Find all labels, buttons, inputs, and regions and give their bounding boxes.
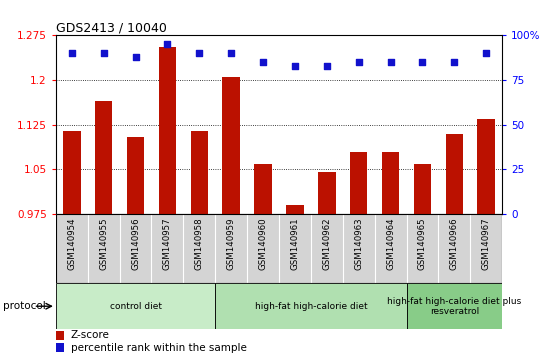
Bar	[478, 119, 495, 214]
Text: high-fat high-calorie diet: high-fat high-calorie diet	[254, 302, 367, 311]
Text: GSM140959: GSM140959	[227, 218, 235, 270]
Bar	[63, 131, 80, 214]
Bar	[446, 134, 463, 214]
Bar	[223, 77, 240, 214]
Bar	[413, 164, 431, 214]
Point	[163, 41, 172, 47]
Point	[195, 50, 204, 56]
Point	[99, 50, 108, 56]
Point	[227, 50, 235, 56]
Point	[418, 59, 427, 65]
Bar	[215, 283, 407, 329]
Bar	[127, 137, 145, 214]
Point	[131, 54, 140, 60]
Bar	[350, 152, 368, 214]
Text: GSM140957: GSM140957	[163, 218, 172, 270]
Point	[450, 59, 459, 65]
Text: GSM140956: GSM140956	[131, 218, 140, 270]
Point	[258, 59, 267, 65]
Bar	[190, 131, 208, 214]
Bar	[56, 343, 64, 352]
Point	[291, 63, 300, 69]
Text: control diet: control diet	[109, 302, 161, 311]
Point	[386, 59, 395, 65]
Text: GSM140963: GSM140963	[354, 218, 363, 270]
Text: GSM140960: GSM140960	[258, 218, 267, 270]
Text: GSM140954: GSM140954	[68, 218, 76, 270]
Text: GSM140955: GSM140955	[99, 218, 108, 270]
Text: GSM140967: GSM140967	[482, 218, 490, 270]
Bar	[95, 101, 112, 214]
Text: GSM140966: GSM140966	[450, 218, 459, 270]
Bar	[254, 164, 272, 214]
Point	[354, 59, 363, 65]
Text: percentile rank within the sample: percentile rank within the sample	[70, 343, 247, 353]
Bar	[158, 47, 176, 214]
Text: Z-score: Z-score	[70, 330, 109, 341]
Point	[323, 63, 331, 69]
Text: protocol: protocol	[3, 301, 46, 311]
Point	[482, 50, 490, 56]
Bar	[407, 283, 502, 329]
Bar	[286, 205, 304, 214]
Bar	[382, 152, 400, 214]
Text: high-fat high-calorie diet plus
resveratrol: high-fat high-calorie diet plus resverat…	[387, 297, 522, 316]
Text: GSM140965: GSM140965	[418, 218, 427, 270]
Bar	[318, 172, 335, 214]
Text: GDS2413 / 10040: GDS2413 / 10040	[56, 21, 167, 34]
Text: GSM140964: GSM140964	[386, 218, 395, 270]
Point	[68, 50, 76, 56]
Bar	[56, 283, 215, 329]
Text: GSM140962: GSM140962	[323, 218, 331, 270]
Bar	[56, 331, 64, 339]
Text: GSM140958: GSM140958	[195, 218, 204, 270]
Text: GSM140961: GSM140961	[291, 218, 300, 270]
